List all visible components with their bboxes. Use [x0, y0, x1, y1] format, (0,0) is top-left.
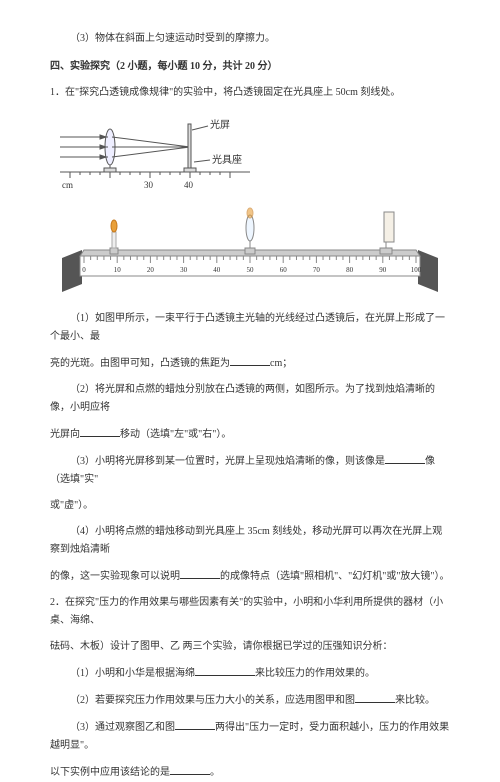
svg-text:30: 30 — [180, 266, 188, 274]
q1-2-b: 光屏向 移动（选填"左"或"右"）。 — [50, 425, 450, 444]
fig1-unit: cm — [62, 180, 73, 190]
q2-3-a: （3）通过观察图乙和图两得出"压力一定时，受力面积越小，压力的作用效果越明显"。 — [50, 718, 450, 755]
q1-4-b-post: 的成像特点（选填"照相机"、"幻灯机"或"放大镜"）。 — [220, 571, 450, 582]
q1-4-a: （4）小明将点燃的蜡烛移动到光具座上 35cm 刻线处，移动光屏可以再次在光屏上… — [50, 523, 450, 559]
blank — [355, 691, 395, 703]
q1-3-a: （3）小明将光屏移到某一位置时，光屏上呈现烛焰清晰的像，则该像是像（选填"实" — [50, 452, 450, 489]
q2-3-b: 以下实例中应用该结论的是 。 — [50, 763, 450, 782]
q1-1-b-post: cm； — [270, 358, 292, 369]
blank — [175, 718, 215, 730]
svg-text:10: 10 — [114, 266, 122, 274]
q1-1-b: 亮的光斑。由图甲可知，凸透镜的焦距为 cm； — [50, 354, 450, 373]
q1-1-b-pre: 亮的光斑。由图甲可知，凸透镜的焦距为 — [50, 358, 230, 369]
svg-text:0: 0 — [82, 266, 86, 274]
q1-2-b-post: 移动（选填"左"或"右"）。 — [120, 429, 231, 440]
blank — [230, 354, 270, 366]
figure-1: 光屏 光具座 cm 30 40 — [60, 112, 450, 192]
fig1-tick-40: 40 — [184, 180, 194, 190]
q1-2-a: （2）将光屏和点燃的蜡烛分别放在凸透镜的两侧，如图所示。为了找到烛焰清晰的像，小… — [50, 381, 450, 417]
blank — [170, 763, 210, 775]
svg-text:20: 20 — [147, 266, 155, 274]
blank — [180, 567, 220, 579]
q1-intro: 1．在"探究凸透镜成像规律"的实验中，将凸透镜固定在光具座上 50cm 刻线处。 — [50, 84, 450, 102]
fig1-label-screen: 光屏 — [210, 118, 230, 131]
q2-3-b-pre: 以下实例中应用该结论的是 — [50, 767, 170, 778]
q3-text: （3）物体在斜面上匀速运动时受到的摩擦力。 — [50, 30, 450, 48]
q1-3-a-pre: （3）小明将光屏移到某一位置时，光屏上呈现烛焰清晰的像，则该像是 — [70, 456, 385, 467]
q2-3-b-post: 。 — [210, 767, 220, 778]
q1-4-b-pre: 的像，这一实验现象可以说明 — [50, 571, 180, 582]
q2-1-post: 来比较压力的作用效果的。 — [255, 668, 375, 679]
fig1-tick-30: 30 — [144, 180, 154, 190]
svg-text:90: 90 — [379, 266, 387, 274]
q2-1-pre: （1）小明和小华是根据海绵 — [70, 668, 195, 679]
q2-2-post: 来比较。 — [395, 695, 435, 706]
q1-3-b: 或"虚"）。 — [50, 497, 450, 515]
q1-2-b-pre: 光屏向 — [50, 429, 80, 440]
blank — [195, 664, 255, 676]
svg-text:40: 40 — [213, 266, 221, 274]
svg-text:50: 50 — [247, 266, 255, 274]
q2-2: （2）若要探究压力作用效果与压力大小的关系，应选用图甲和图 来比较。 — [50, 691, 450, 710]
svg-text:70: 70 — [313, 266, 321, 274]
q2-a: 2．在探究"压力的作用效果与哪些因素有关"的实验中，小明和小华利用所提供的器材（… — [50, 594, 450, 630]
q2-2-pre: （2）若要探究压力作用效果与压力大小的关系，应选用图甲和图 — [70, 695, 355, 706]
q1-1-a: （1）如图甲所示，一束平行于凸透镜主光轴的光线经过凸透镜后，在光屏上形成了一个最… — [50, 310, 450, 346]
section-heading: 四、实验探究（2 小题，每小题 10 分，共计 20 分） — [50, 58, 450, 76]
svg-text:80: 80 — [346, 266, 354, 274]
q2-1: （1）小明和小华是根据海绵 来比较压力的作用效果的。 — [50, 664, 450, 683]
svg-text:60: 60 — [280, 266, 288, 274]
q2-b: 砝码、木板）设计了图甲、乙 两三个实验，请你根据已学过的压强知识分析： — [50, 638, 450, 656]
svg-text:100: 100 — [411, 266, 422, 274]
figure-2: 0 10 20 30 40 50 60 70 80 90 100 — [60, 206, 450, 296]
fig1-label-rail: 光具座 — [212, 153, 242, 166]
q1-4-b: 的像，这一实验现象可以说明 的成像特点（选填"照相机"、"幻灯机"或"放大镜"）。 — [50, 567, 450, 586]
q2-3-a-pre: （3）通过观察图乙和图 — [70, 722, 175, 733]
blank — [385, 452, 425, 464]
blank — [80, 425, 120, 437]
